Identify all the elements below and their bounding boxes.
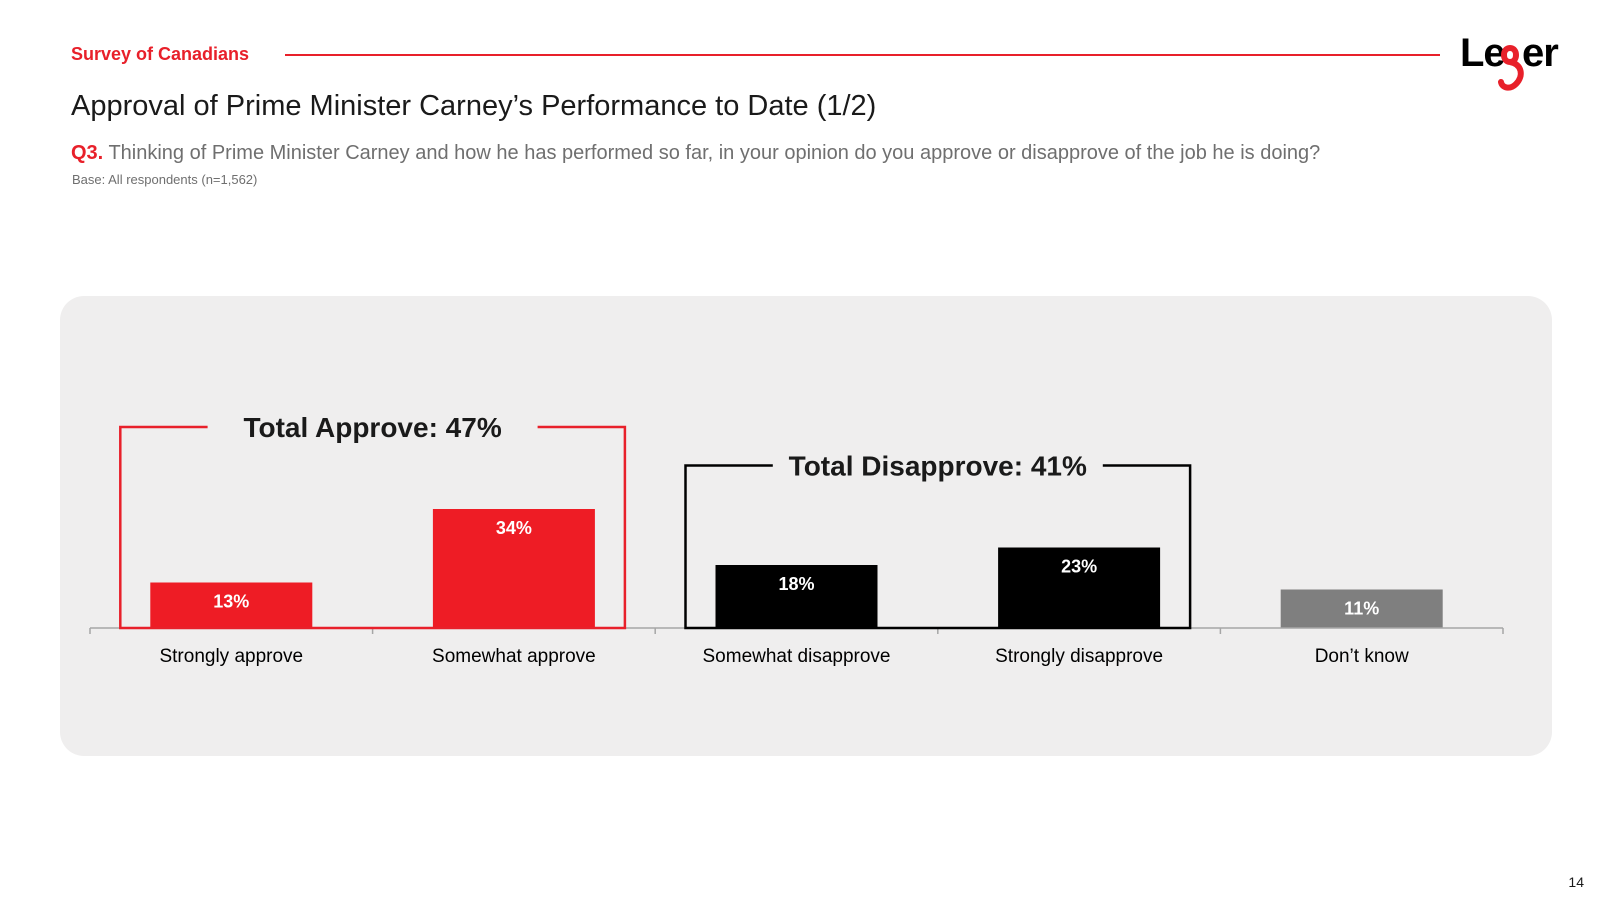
section-label: Survey of Canadians: [71, 44, 250, 64]
bar: [432, 509, 595, 628]
bar: [1280, 589, 1443, 628]
bar-value-label: 23%: [1061, 557, 1097, 577]
header-rule: [285, 54, 1440, 56]
base-note: Base: All respondents (n=1,562): [72, 172, 258, 187]
svg-text:Le: Le: [1460, 31, 1505, 75]
page-title: Approval of Prime Minister Carney’s Perf…: [71, 90, 877, 122]
bar-value-label: 13%: [213, 592, 249, 612]
bar-value-label: 18%: [778, 574, 814, 594]
bar-value-label: 11%: [1344, 599, 1379, 619]
bar: [715, 565, 878, 628]
group-bracket: [684, 464, 1192, 630]
category-label: Don’t know: [1315, 646, 1409, 667]
group-total-label: Total Disapprove: 41%: [789, 451, 1087, 482]
question-text: Thinking of Prime Minister Carney and ho…: [108, 142, 1321, 164]
chart-panel: [60, 296, 1552, 756]
svg-text:er: er: [1522, 31, 1558, 75]
question-number: Q3.: [71, 142, 104, 164]
page-number: 14: [1568, 874, 1584, 890]
bar-value-label: 34%: [496, 518, 532, 538]
question: Q3. Thinking of Prime Minister Carney an…: [71, 142, 1571, 165]
group-total-label: Total Approve: 47%: [243, 412, 501, 443]
category-label: Somewhat approve: [432, 646, 596, 667]
group-bracket: [119, 425, 627, 630]
category-label: Strongly disapprove: [995, 646, 1163, 667]
leger-logo: Le er: [1460, 31, 1559, 91]
bar: [150, 582, 313, 628]
bar: [998, 547, 1161, 628]
category-label: Somewhat disapprove: [703, 646, 891, 667]
category-label: Strongly approve: [159, 646, 303, 667]
